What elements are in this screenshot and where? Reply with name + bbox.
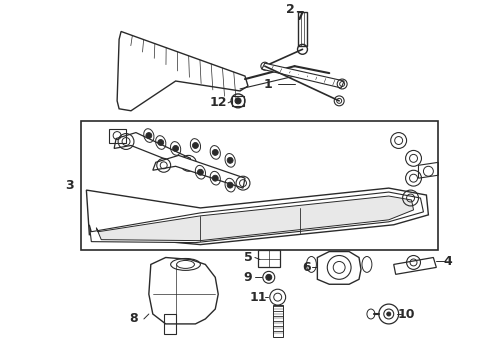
Polygon shape	[262, 63, 344, 88]
Text: 6: 6	[302, 261, 311, 274]
Circle shape	[212, 175, 218, 181]
Polygon shape	[149, 257, 218, 324]
Text: 12: 12	[210, 96, 227, 109]
Text: 4: 4	[444, 255, 453, 268]
Circle shape	[158, 140, 164, 145]
Text: 9: 9	[244, 271, 252, 284]
Circle shape	[146, 132, 152, 139]
Polygon shape	[97, 196, 414, 240]
Polygon shape	[297, 12, 307, 46]
Circle shape	[193, 143, 198, 148]
Polygon shape	[117, 31, 248, 111]
Polygon shape	[89, 192, 423, 243]
Text: 2: 2	[286, 3, 295, 16]
Circle shape	[212, 149, 218, 156]
Text: 8: 8	[130, 312, 138, 325]
Text: 1: 1	[264, 77, 272, 90]
Polygon shape	[86, 188, 428, 244]
Circle shape	[235, 98, 241, 104]
Polygon shape	[393, 257, 436, 274]
Circle shape	[197, 169, 203, 175]
Circle shape	[227, 182, 233, 188]
Circle shape	[387, 312, 391, 316]
Text: 3: 3	[65, 179, 74, 192]
Text: 11: 11	[249, 291, 267, 303]
Polygon shape	[153, 156, 245, 188]
Text: 10: 10	[398, 307, 416, 320]
Circle shape	[172, 145, 178, 152]
Text: 7: 7	[295, 10, 304, 23]
Text: 5: 5	[244, 251, 252, 264]
Polygon shape	[258, 249, 280, 267]
Polygon shape	[114, 132, 191, 168]
Circle shape	[266, 274, 272, 280]
Polygon shape	[318, 252, 361, 284]
Circle shape	[227, 157, 233, 163]
Polygon shape	[81, 121, 439, 249]
